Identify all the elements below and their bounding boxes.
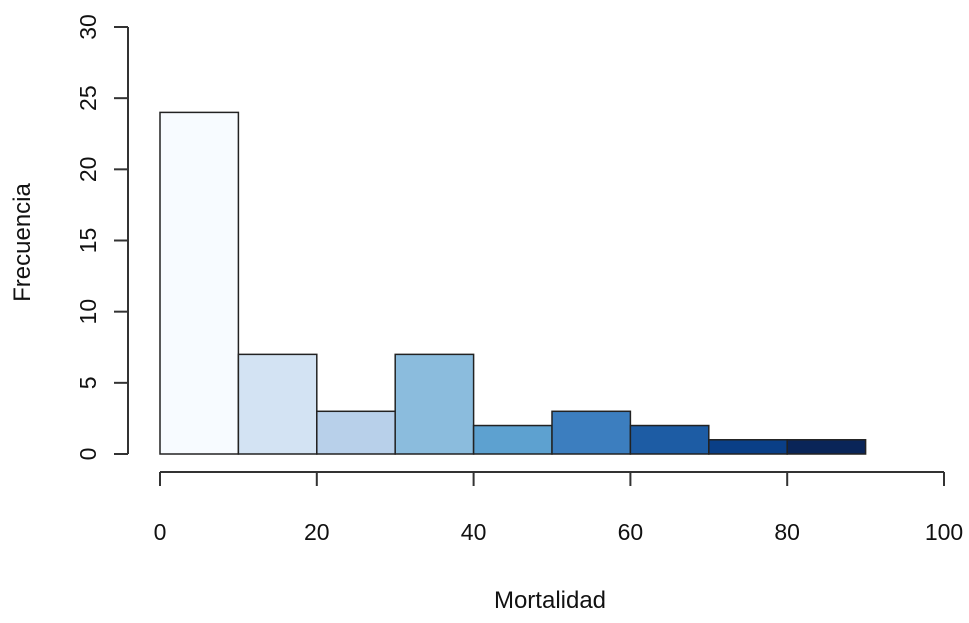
y-tick-label: 20	[75, 157, 101, 183]
y-axis-title: Frecuencia	[9, 182, 36, 301]
y-tick-label: 5	[75, 376, 101, 389]
x-tick-label: 100	[925, 519, 963, 545]
x-axis: 0 20 40 60 80 100	[154, 471, 963, 545]
y-tick-label: 0	[75, 448, 101, 461]
x-tick-label: 20	[304, 519, 330, 545]
x-tick-label: 80	[774, 519, 800, 545]
histogram-bar-50-60	[551, 410, 632, 455]
histogram-bar-40-50	[472, 424, 553, 455]
y-tick-label: 10	[75, 299, 101, 325]
histogram-bar-60-70	[629, 424, 710, 455]
histogram-bar-70-80	[708, 439, 788, 455]
y-tick-label: 30	[75, 14, 101, 40]
y-axis: 0 5 10 15 20 25 30	[75, 14, 129, 461]
histogram-bars	[159, 111, 867, 455]
x-tick-label: 0	[154, 519, 167, 545]
histogram-bar-10-20	[237, 353, 318, 455]
y-tick-label: 15	[75, 228, 101, 254]
x-tick-label: 40	[461, 519, 487, 545]
y-tick-label: 25	[75, 85, 101, 111]
histogram-bar-0-10	[159, 111, 240, 455]
x-axis-title: Mortalidad	[494, 587, 606, 614]
histogram-bar-80-90	[786, 439, 867, 455]
x-tick-label: 60	[618, 519, 644, 545]
histogram-bar-20-30	[316, 410, 396, 455]
histogram-bar-30-40	[394, 353, 475, 455]
